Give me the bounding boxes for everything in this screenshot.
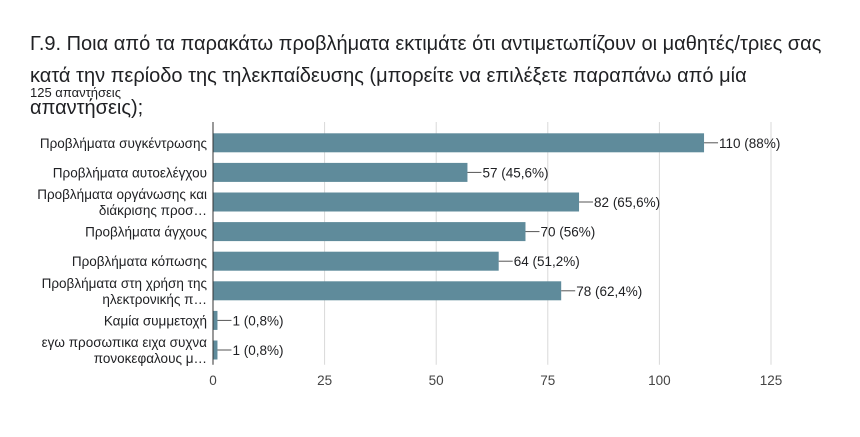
- bar-5: [213, 281, 562, 301]
- category-label-line: διάκρισης προσ…: [99, 203, 207, 218]
- data-label-1: 57 (45,6%): [482, 165, 548, 180]
- bar-0: [213, 133, 705, 153]
- category-label-6: Καμία συμμετοχή: [104, 313, 207, 328]
- data-label-0: 110 (88%): [719, 136, 780, 151]
- category-label-1: Προβλήματα αυτοελέγχου: [53, 165, 207, 180]
- category-label-line: ηλεκτρονικής π…: [102, 292, 207, 307]
- category-label-line: εγω προσωπικα ειχα συχνα: [42, 335, 208, 350]
- category-label-7: εγω προσωπικα ειχα συχνα πονοκεφαλους μ…: [42, 335, 208, 366]
- x-tick-label-2: 50: [429, 373, 444, 388]
- category-label-line: Προβλήματα συγκέντρωσης: [40, 136, 208, 151]
- category-label-line: Καμία συμμετοχή: [104, 313, 207, 328]
- data-label-3: 70 (56%): [540, 225, 595, 240]
- data-label-2: 82 (65,6%): [594, 195, 660, 210]
- x-tick-label-1: 25: [317, 373, 332, 388]
- x-tick-label-0: 0: [209, 373, 217, 388]
- category-label-line: Προβλήματα αυτοελέγχου: [53, 165, 207, 180]
- bar-4: [213, 251, 499, 271]
- x-tick-label-5: 125: [760, 373, 783, 388]
- question-title: Γ.9. Ποια από τα παρακάτω προβλήματα εκτ…: [30, 33, 822, 119]
- data-label-5: 78 (62,4%): [576, 284, 642, 299]
- category-label-5: Προβλήματα στη χρήση της ηλεκτρονικής π…: [42, 276, 208, 307]
- data-label-6: 1 (0,8%): [232, 313, 283, 328]
- category-label-line: Προβλήματα οργάνωσης και: [37, 187, 207, 202]
- x-tick-label-3: 75: [540, 373, 555, 388]
- category-label-0: Προβλήματα συγκέντρωσης: [40, 136, 208, 151]
- bar-1: [213, 162, 468, 182]
- category-label-line: Προβλήματα στη χρήση της: [42, 276, 208, 291]
- bar-3: [213, 222, 526, 242]
- bar-6: [213, 310, 218, 330]
- category-label-line: Προβλήματα κόπωσης: [72, 254, 208, 269]
- category-label-2: Προβλήματα οργάνωσης και διάκρισης προσ…: [37, 187, 207, 218]
- category-label-3: Προβλήματα άγχους: [85, 225, 207, 240]
- response-count: 125 απαντήσεις: [30, 85, 121, 100]
- x-tick-label-4: 100: [648, 373, 671, 388]
- category-label-line: πονοκεφαλους μ…: [94, 351, 207, 366]
- bar-2: [213, 192, 580, 212]
- bar-7: [213, 340, 218, 360]
- category-label-4: Προβλήματα κόπωσης: [72, 254, 208, 269]
- category-label-line: Προβλήματα άγχους: [85, 225, 207, 240]
- data-label-7: 1 (0,8%): [232, 343, 283, 358]
- data-label-4: 64 (51,2%): [514, 254, 580, 269]
